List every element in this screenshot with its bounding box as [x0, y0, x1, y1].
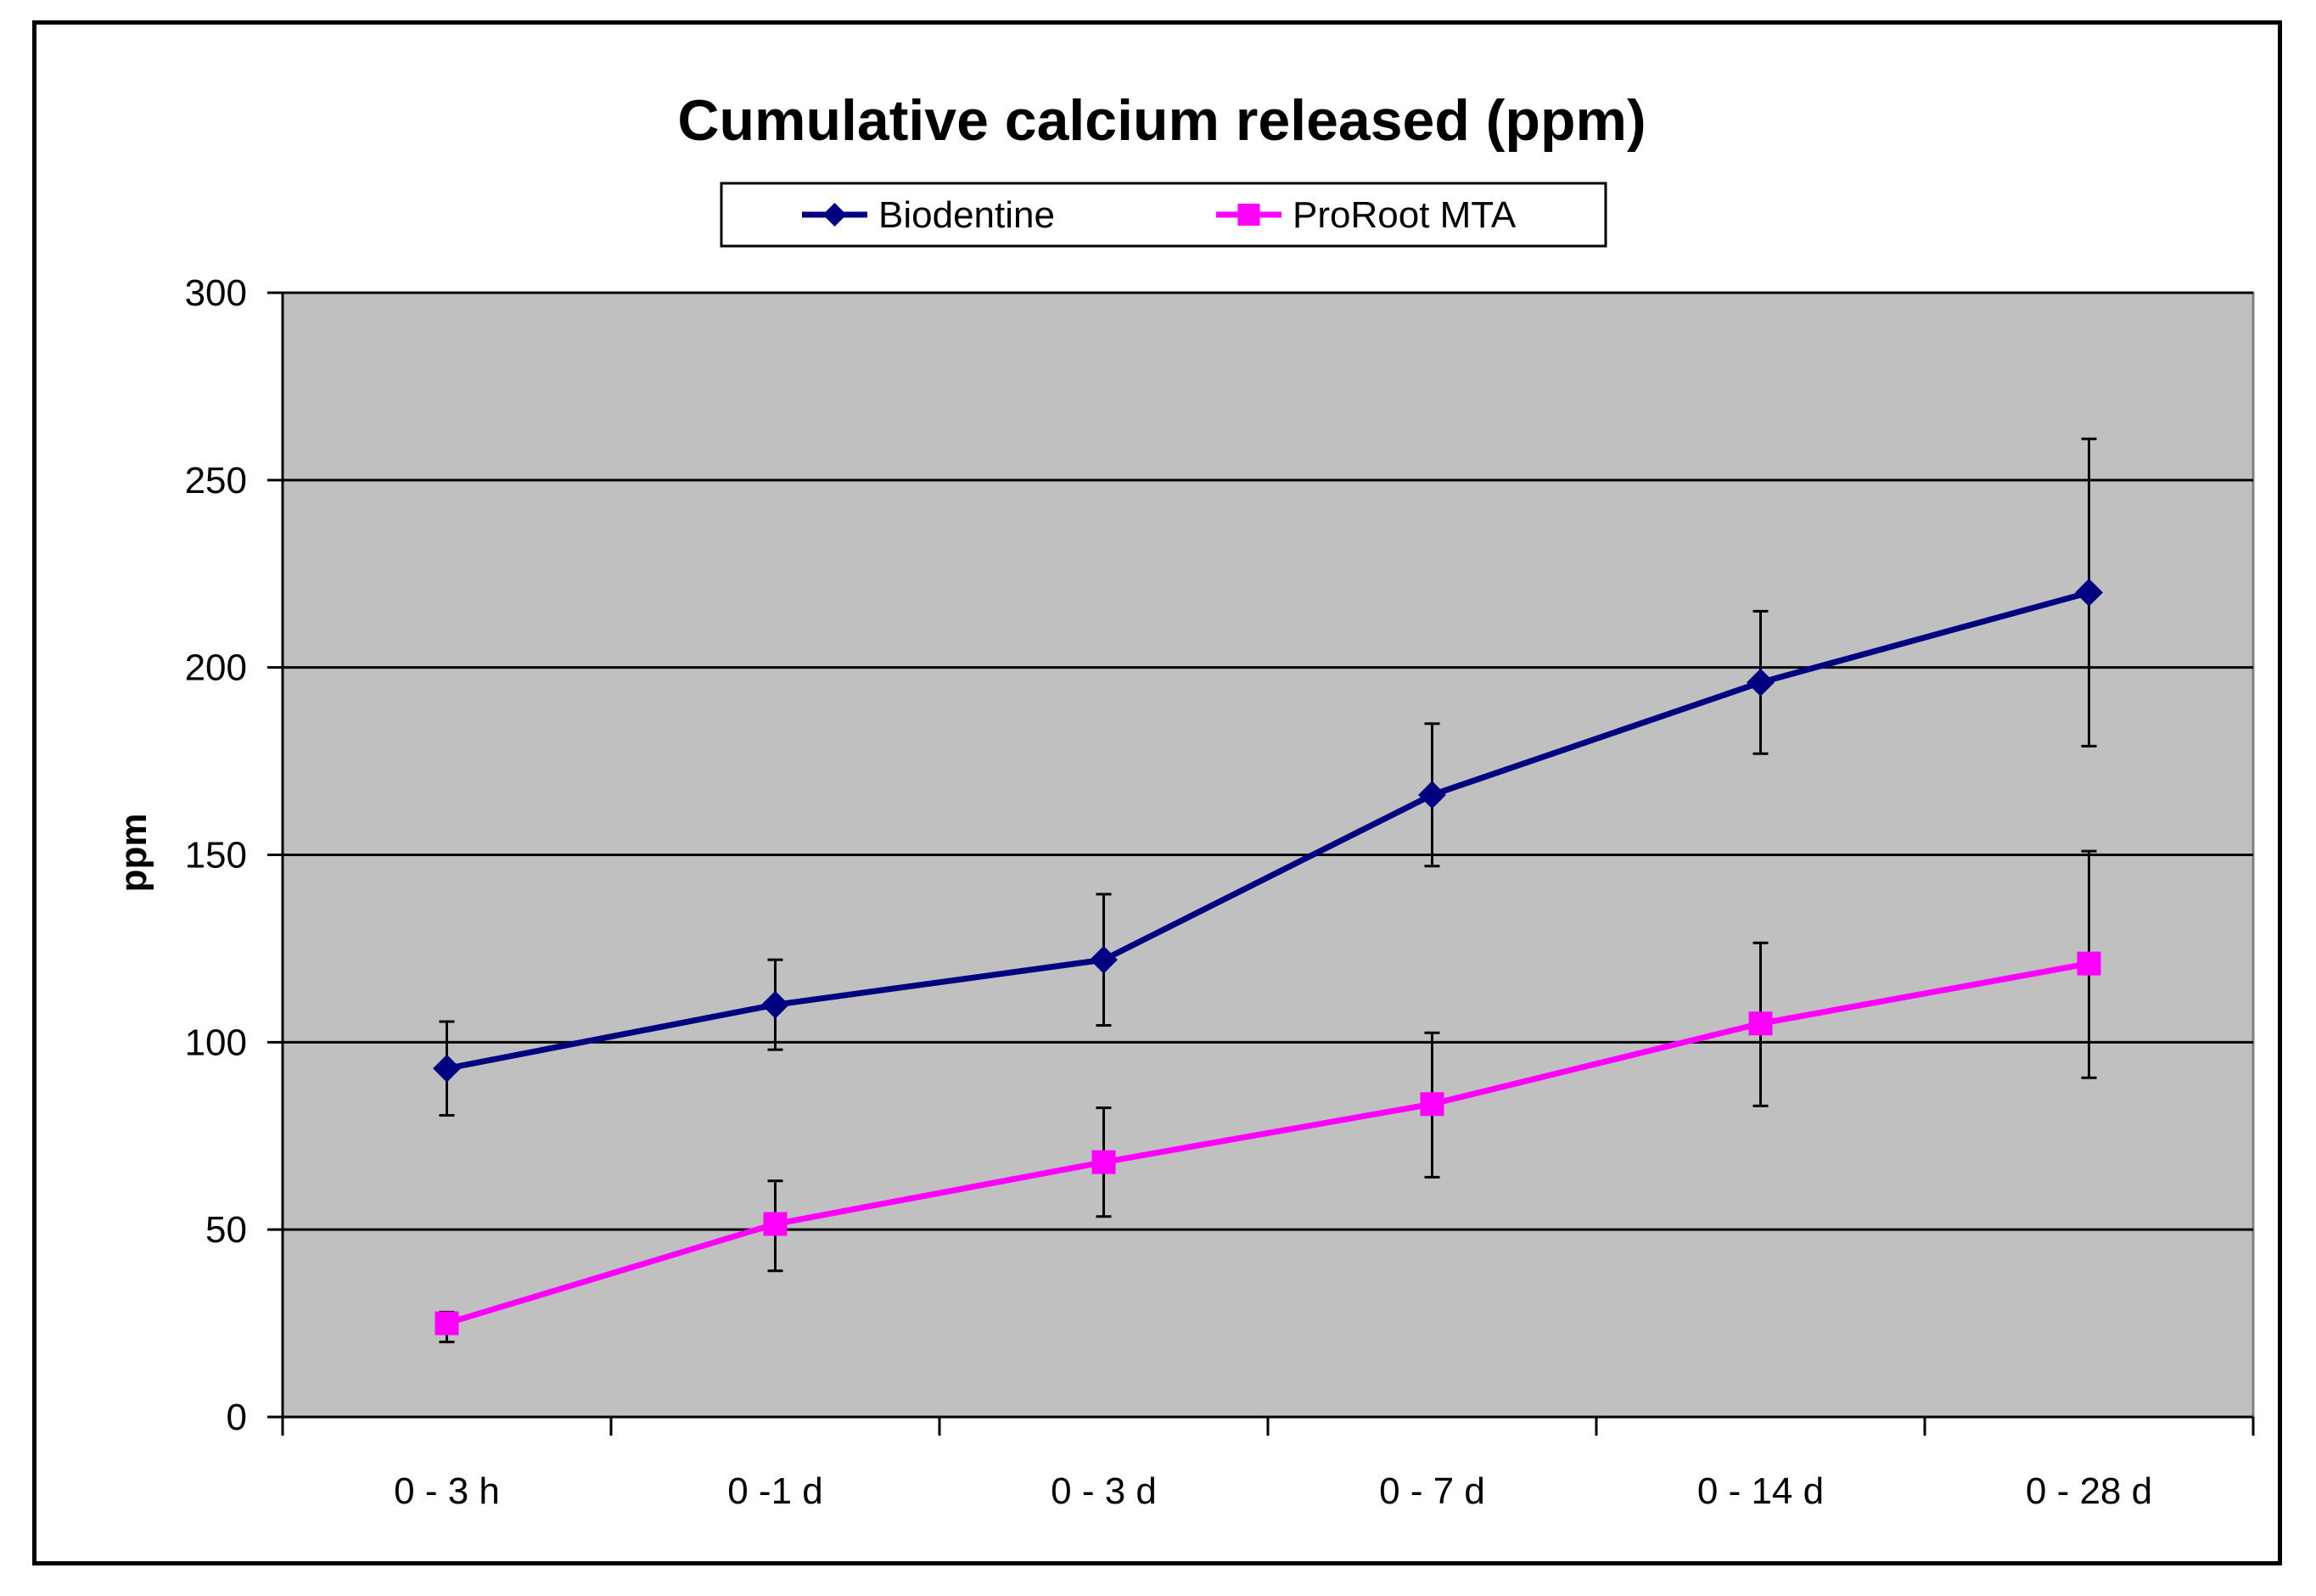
y-tick-label: 0 [227, 1397, 247, 1438]
legend-label: Biodentine [878, 194, 1055, 236]
data-point-marker [1091, 1150, 1116, 1174]
data-point-marker [1747, 668, 1775, 697]
legend: Biodentine ProRoot MTA [720, 182, 1607, 248]
x-tick-label: 0 - 3 h [394, 1470, 500, 1512]
legend-box [720, 182, 1607, 248]
x-tick-label: 0 - 3 d [1051, 1470, 1157, 1512]
y-axis-title: ppm [113, 814, 154, 893]
y-tick-label: 150 [185, 835, 247, 876]
x-tick-label: 0 - 28 d [2026, 1470, 2152, 1512]
legend-marker [822, 203, 847, 227]
legend-label: ProRoot MTA [1293, 194, 1517, 236]
series-line [446, 589, 2090, 1072]
x-axis-ticks: 0 - 3 h 0 -1 d 0 - 3 d 0 - 7 d 0 - 14 d 0 - 2… [281, 1417, 2255, 1512]
series-proroot-mta [435, 849, 2101, 1344]
y-tick-label: 50 [205, 1209, 247, 1251]
data-point-marker [763, 1212, 788, 1236]
y-axis-ticks: 0 50 100 150 200 250 300 [185, 272, 283, 1438]
y-tick-label: 250 [185, 460, 247, 501]
data-point-marker [435, 1311, 459, 1336]
data-point-marker [1420, 1092, 1444, 1117]
data-point-marker [1418, 781, 1446, 809]
data-point-marker [1748, 1011, 1773, 1036]
y-tick-label: 100 [185, 1022, 247, 1063]
data-point-marker [2077, 951, 2101, 976]
data-point-marker [1090, 945, 1118, 974]
x-tick-label: 0 - 14 d [1697, 1470, 1824, 1512]
data-point-marker [2075, 578, 2103, 607]
x-tick-label: 0 - 7 d [1379, 1470, 1485, 1512]
x-tick-label: 0 -1 d [727, 1470, 823, 1512]
chart-title: Cumulative calcium released (ppm) [677, 88, 1646, 153]
series-biodentine [433, 437, 2103, 1117]
y-tick-label: 300 [185, 272, 247, 314]
data-point-marker [433, 1054, 461, 1083]
series-layer [433, 437, 2103, 1344]
series-line [446, 960, 2090, 1326]
y-tick-label: 200 [185, 647, 247, 689]
legend-marker [1237, 204, 1260, 226]
gridlines [283, 291, 2253, 1231]
data-point-marker [761, 990, 789, 1019]
